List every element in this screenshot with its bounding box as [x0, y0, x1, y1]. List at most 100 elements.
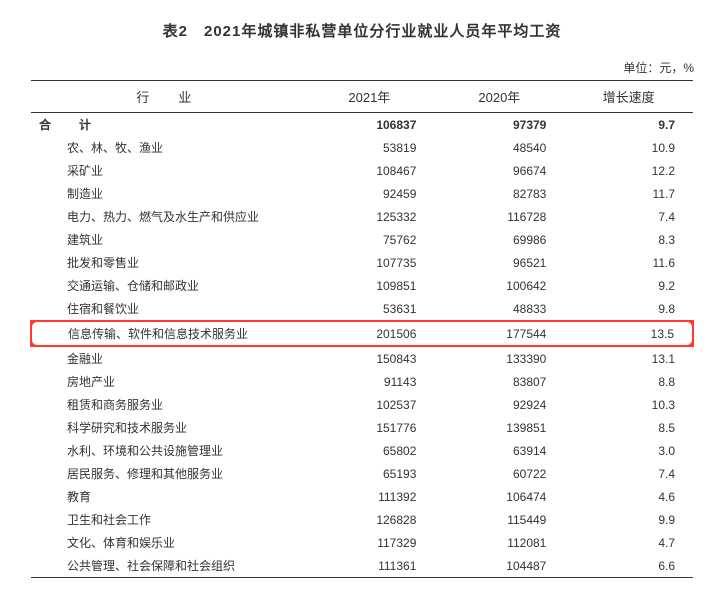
industry-cell: 批发和零售业 — [31, 251, 304, 274]
y2020-cell: 60722 — [434, 462, 564, 485]
y2021-cell: 109851 — [304, 274, 434, 297]
y2021-cell: 117329 — [304, 531, 434, 554]
industry-cell: 卫生和社会工作 — [31, 508, 304, 531]
table-row: 租赁和商务服务业1025379292410.3 — [31, 393, 693, 416]
industry-cell: 金融业 — [31, 346, 304, 370]
y2021-cell: 102537 — [304, 393, 434, 416]
growth-cell: 8.3 — [564, 228, 693, 251]
table-row: 交通运输、仓储和邮政业1098511006429.2 — [31, 274, 693, 297]
growth-cell: 4.7 — [564, 531, 693, 554]
industry-cell: 采矿业 — [31, 159, 304, 182]
y2020-cell: 48833 — [434, 297, 564, 321]
y2021-cell: 125332 — [304, 205, 434, 228]
growth-cell: 6.6 — [564, 554, 693, 578]
industry-cell: 房地产业 — [31, 370, 304, 393]
header-row: 行 业 2021年 2020年 增长速度 — [31, 81, 693, 113]
y2020-cell: 115449 — [434, 508, 564, 531]
growth-cell: 9.8 — [564, 297, 693, 321]
table-row: 卫生和社会工作1268281154499.9 — [31, 508, 693, 531]
table-row: 制造业924598278311.7 — [31, 182, 693, 205]
wage-table: 行 业 2021年 2020年 增长速度 合 计 106837 97379 9.… — [30, 80, 694, 578]
table-row: 居民服务、修理和其他服务业65193607227.4 — [31, 462, 693, 485]
y2021-cell: 111392 — [304, 485, 434, 508]
industry-cell: 居民服务、修理和其他服务业 — [31, 462, 304, 485]
table-row: 房地产业91143838078.8 — [31, 370, 693, 393]
table-row: 教育1113921064744.6 — [31, 485, 693, 508]
y2021-cell: 151776 — [304, 416, 434, 439]
industry-cell: 农、林、牧、渔业 — [31, 136, 304, 159]
header-industry: 行 业 — [31, 81, 304, 113]
unit-label: 单位：元，% — [30, 59, 694, 76]
y2020-cell: 177544 — [434, 321, 564, 346]
industry-cell: 住宿和餐饮业 — [31, 297, 304, 321]
y2021-cell: 111361 — [304, 554, 434, 578]
y2020-cell: 96674 — [434, 159, 564, 182]
y2020-cell: 82783 — [434, 182, 564, 205]
y2020-cell: 96521 — [434, 251, 564, 274]
growth-cell: 7.4 — [564, 205, 693, 228]
y2021-cell: 53631 — [304, 297, 434, 321]
industry-cell: 租赁和商务服务业 — [31, 393, 304, 416]
growth-cell: 4.6 — [564, 485, 693, 508]
growth-cell: 10.3 — [564, 393, 693, 416]
total-2020: 97379 — [434, 113, 564, 137]
growth-cell: 11.6 — [564, 251, 693, 274]
header-2021: 2021年 — [304, 81, 434, 113]
total-row: 合 计 106837 97379 9.7 — [31, 113, 693, 137]
y2020-cell: 63914 — [434, 439, 564, 462]
y2020-cell: 104487 — [434, 554, 564, 578]
y2020-cell: 112081 — [434, 531, 564, 554]
y2020-cell: 100642 — [434, 274, 564, 297]
industry-cell: 交通运输、仓储和邮政业 — [31, 274, 304, 297]
y2021-cell: 201506 — [304, 321, 434, 346]
industry-cell: 信息传输、软件和信息技术服务业 — [31, 321, 304, 346]
y2020-cell: 133390 — [434, 346, 564, 370]
table-row: 农、林、牧、渔业538194854010.9 — [31, 136, 693, 159]
y2020-cell: 69986 — [434, 228, 564, 251]
table-row: 科学研究和技术服务业1517761398518.5 — [31, 416, 693, 439]
y2020-cell: 83807 — [434, 370, 564, 393]
table-row: 批发和零售业1077359652111.6 — [31, 251, 693, 274]
table-title: 表2 2021年城镇非私营单位分行业就业人员年平均工资 — [30, 20, 694, 41]
growth-cell: 3.0 — [564, 439, 693, 462]
growth-cell: 8.5 — [564, 416, 693, 439]
total-2021: 106837 — [304, 113, 434, 137]
growth-cell: 9.9 — [564, 508, 693, 531]
industry-cell: 文化、体育和娱乐业 — [31, 531, 304, 554]
growth-cell: 8.8 — [564, 370, 693, 393]
y2020-cell: 139851 — [434, 416, 564, 439]
table-row: 电力、热力、燃气及水生产和供应业1253321167287.4 — [31, 205, 693, 228]
y2020-cell: 48540 — [434, 136, 564, 159]
industry-cell: 教育 — [31, 485, 304, 508]
y2021-cell: 126828 — [304, 508, 434, 531]
y2020-cell: 106474 — [434, 485, 564, 508]
industry-cell: 公共管理、社会保障和社会组织 — [31, 554, 304, 578]
growth-cell: 7.4 — [564, 462, 693, 485]
growth-cell: 13.5 — [564, 321, 693, 346]
table-row: 水利、环境和公共设施管理业65802639143.0 — [31, 439, 693, 462]
table-row: 建筑业75762699868.3 — [31, 228, 693, 251]
y2021-cell: 65193 — [304, 462, 434, 485]
table-row: 采矿业1084679667412.2 — [31, 159, 693, 182]
y2021-cell: 107735 — [304, 251, 434, 274]
industry-cell: 水利、环境和公共设施管理业 — [31, 439, 304, 462]
growth-cell: 9.2 — [564, 274, 693, 297]
header-2020: 2020年 — [434, 81, 564, 113]
table-row: 住宿和餐饮业53631488339.8 — [31, 297, 693, 321]
header-growth: 增长速度 — [564, 81, 693, 113]
table-row: 公共管理、社会保障和社会组织1113611044876.6 — [31, 554, 693, 578]
y2020-cell: 116728 — [434, 205, 564, 228]
industry-cell: 科学研究和技术服务业 — [31, 416, 304, 439]
y2020-cell: 92924 — [434, 393, 564, 416]
table-row: 文化、体育和娱乐业1173291120814.7 — [31, 531, 693, 554]
growth-cell: 11.7 — [564, 182, 693, 205]
y2021-cell: 92459 — [304, 182, 434, 205]
growth-cell: 13.1 — [564, 346, 693, 370]
y2021-cell: 108467 — [304, 159, 434, 182]
y2021-cell: 65802 — [304, 439, 434, 462]
growth-cell: 12.2 — [564, 159, 693, 182]
total-label: 合 计 — [31, 113, 304, 137]
table-row: 信息传输、软件和信息技术服务业20150617754413.5 — [31, 321, 693, 346]
y2021-cell: 150843 — [304, 346, 434, 370]
table-row: 金融业15084313339013.1 — [31, 346, 693, 370]
